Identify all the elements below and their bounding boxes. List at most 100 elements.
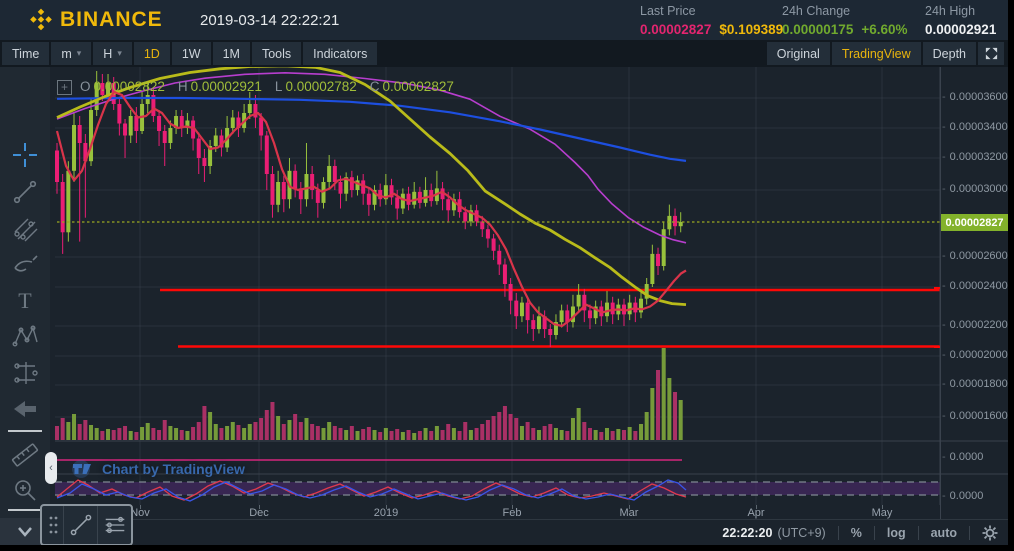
stat-value: +6.60% <box>861 22 908 37</box>
toolbar-button-1w[interactable]: 1W <box>171 42 211 65</box>
time-axis-tick <box>259 505 260 509</box>
legend-key: O <box>80 79 91 94</box>
price-axis[interactable]: -0.00003600 -0.00003400 -0.00003200 -0.0000… <box>940 67 1008 519</box>
pitchfork-tool[interactable] <box>11 215 39 243</box>
ruler-tool[interactable] <box>11 441 39 469</box>
drawing-toolbar: T <box>0 67 50 540</box>
header: BINANCE 2019-03-14 22:22:21 Last Price 0.… <box>0 0 1008 40</box>
toolbar-button-indicators[interactable]: Indicators <box>303 42 378 65</box>
stat-label: 24h Change <box>782 4 851 18</box>
chevron-down-icon: ▾ <box>117 48 122 58</box>
toolbar-button-tradingview[interactable]: TradingView <box>831 42 921 65</box>
chevron-down-icon: ▾ <box>76 48 82 58</box>
legend-value: 0.00002827 <box>382 79 454 94</box>
status-timezone[interactable]: (UTC+9) <box>777 525 826 540</box>
popup-drag-handle[interactable] <box>42 506 64 544</box>
time-axis-label-may: May <box>871 507 893 519</box>
zoom-in-icon <box>15 480 36 501</box>
toolbar-button-label: H <box>103 46 113 61</box>
sidebar-collapse-handle[interactable]: ‹ <box>45 452 57 484</box>
toolbar-button-label: TradingView <box>841 46 911 61</box>
toolbar-button-depth[interactable]: Depth <box>922 42 976 65</box>
status-separator <box>837 525 839 540</box>
drag-dots-icon <box>49 516 57 534</box>
svg-text:T: T <box>18 288 32 313</box>
brand-name: BINANCE <box>60 8 163 31</box>
toolbar-button-label: 1M <box>222 46 240 61</box>
stat-label: 24h High <box>925 4 976 18</box>
arrow-left-tool[interactable] <box>11 395 39 423</box>
time-axis-label-2019: 2019 <box>373 507 399 519</box>
legend-value: 0.00002782 <box>285 79 357 94</box>
time-axis-tick <box>629 505 630 509</box>
price-axis-label: -0.00001800 <box>942 378 1008 390</box>
toolbar-right: Original TradingView Depth <box>766 42 1004 65</box>
xabcd-pattern-icon <box>12 325 38 347</box>
toolbar-button-m[interactable]: m ▾ <box>51 42 92 65</box>
toolbar-button-tools[interactable]: Tools <box>251 42 302 65</box>
time-axis-label-mar: Mar <box>619 507 639 519</box>
toolbar-button-h[interactable]: H ▾ <box>93 42 132 65</box>
tradingview-logo-icon <box>72 460 91 478</box>
text-tool[interactable]: T <box>11 286 39 314</box>
ruler-icon <box>11 443 39 467</box>
price-axis-label: -0.0000 <box>942 451 984 463</box>
time-axis-tick <box>512 505 513 509</box>
crosshair-tool[interactable] <box>11 141 39 169</box>
trend-line-tool[interactable] <box>11 178 39 206</box>
horizontal-lines-icon <box>105 516 124 534</box>
price-axis-label: -0.00003200 <box>942 151 1008 163</box>
time-axis-label-feb: Feb <box>502 507 522 519</box>
toolbar-button-label: Indicators <box>313 46 368 61</box>
tradingview-watermark: Chart by TradingView <box>70 460 245 478</box>
toolbar-button-label: Time <box>12 46 40 61</box>
forecast-tool[interactable] <box>11 359 39 387</box>
toolbar-button-1d[interactable]: 1D <box>133 42 170 65</box>
time-axis-tick <box>386 505 387 509</box>
add-indicator-icon[interactable]: + <box>57 79 72 95</box>
time-axis-label-nov: Nov <box>130 507 150 519</box>
toolbar-button-1m[interactable]: 1M <box>212 42 250 65</box>
toolbar-divider <box>8 430 42 432</box>
status-separator <box>917 525 919 540</box>
price-axis-label: -0.00002400 <box>942 280 1008 292</box>
toolbar-button-original[interactable]: Original <box>766 42 830 65</box>
toolbar-button-label: Original <box>776 46 820 61</box>
stat-value: $0.109389 <box>719 22 784 37</box>
toolbar-left: Time m ▾ H ▾ 1D 1W 1M Tools Indicators <box>2 42 378 65</box>
status-button-auto[interactable]: auto <box>930 525 957 540</box>
status-button-log[interactable]: log <box>886 525 906 540</box>
status-time: 22:22:20 <box>722 525 773 540</box>
price-axis-label: -0.00003600 <box>942 91 1008 103</box>
binance-logo[interactable]: BINANCE <box>28 7 163 33</box>
chevron-down-icon <box>18 526 32 537</box>
settings-button[interactable] <box>982 525 998 541</box>
stat-24h-change: 24h Change 0.00000175 +6.60% <box>782 4 916 39</box>
trend-line-icon <box>13 180 37 204</box>
status-button-percent[interactable]: % <box>850 525 862 540</box>
price-axis-label: -0.00002200 <box>942 319 1008 331</box>
fullscreen-button[interactable] <box>978 42 1004 65</box>
legend-value: 0.00002921 <box>190 79 262 94</box>
time-axis[interactable]: Nov Dec 2019 Feb Mar Apr May <box>55 505 940 519</box>
toolbar-button-label: m <box>61 46 72 61</box>
stat-label: Last Price <box>640 4 696 18</box>
price-chart-canvas[interactable] <box>55 67 1008 505</box>
price-axis-label: -0.00001600 <box>942 410 1008 422</box>
popup-trendline-button[interactable] <box>64 506 98 544</box>
status-separator <box>873 525 875 540</box>
stat-last-price: Last Price 0.00002827 $0.109389 <box>640 4 791 39</box>
trend-line-icon <box>70 514 91 536</box>
brush-tool[interactable] <box>11 251 39 279</box>
xabcd-pattern-tool[interactable] <box>11 322 39 350</box>
toolbar-button-time[interactable]: Time <box>2 42 50 65</box>
price-axis-label: -0.00002000 <box>942 349 1008 361</box>
arrow-left-icon <box>14 401 36 417</box>
price-axis-label: -0.00002600 <box>942 250 1008 262</box>
gear-icon <box>982 525 998 540</box>
zoom-in-tool[interactable] <box>11 476 39 504</box>
toolbar-button-label: Depth <box>932 46 966 61</box>
text-icon: T <box>18 288 32 313</box>
popup-lines-button[interactable] <box>98 506 131 544</box>
expand-arrows-icon <box>985 47 997 60</box>
